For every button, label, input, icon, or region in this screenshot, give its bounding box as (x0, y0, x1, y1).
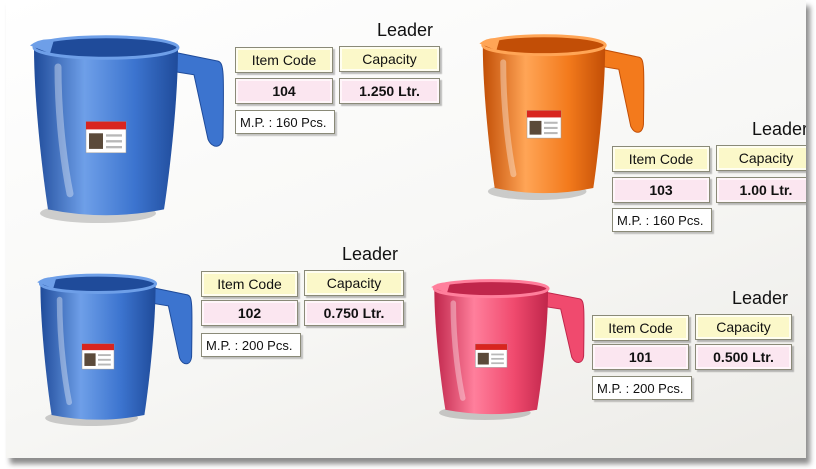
item-code-header: Item Code (612, 146, 710, 172)
mug-image (37, 273, 193, 426)
product-title: Leader (342, 244, 399, 264)
mug-image (431, 279, 585, 420)
item-code-value: 104 (235, 78, 333, 104)
master-pack-label: M.P. : 200 Pcs. (201, 333, 301, 357)
catalog-page: Leader Item Code Capacity 104 1.250 Ltr.… (6, 0, 806, 458)
item-code-header: Item Code (235, 47, 333, 73)
master-pack-label: M.P. : 200 Pcs. (592, 376, 692, 400)
item-code-header: Item Code (592, 315, 689, 341)
capacity-header: Capacity (695, 314, 792, 340)
mug-image (30, 35, 224, 223)
capacity-header: Capacity (716, 145, 806, 171)
product-title: Leader (377, 20, 434, 40)
item-code-value: 102 (201, 300, 298, 326)
capacity-header: Capacity (339, 46, 440, 72)
capacity-header: Capacity (304, 270, 404, 296)
capacity-value: 1.00 Ltr. (716, 177, 806, 203)
mug-image (479, 34, 645, 200)
master-pack-label: M.P. : 160 Pcs. (235, 110, 335, 134)
item-code-header: Item Code (201, 271, 298, 297)
master-pack-label: M.P. : 160 Pcs. (612, 208, 712, 232)
product-title: Leader (752, 119, 806, 139)
product-title: Leader (732, 288, 789, 308)
item-code-value: 103 (612, 177, 710, 203)
capacity-value: 1.250 Ltr. (339, 78, 440, 104)
item-code-value: 101 (592, 344, 689, 370)
capacity-value: 0.500 Ltr. (695, 344, 792, 370)
capacity-value: 0.750 Ltr. (304, 300, 404, 326)
